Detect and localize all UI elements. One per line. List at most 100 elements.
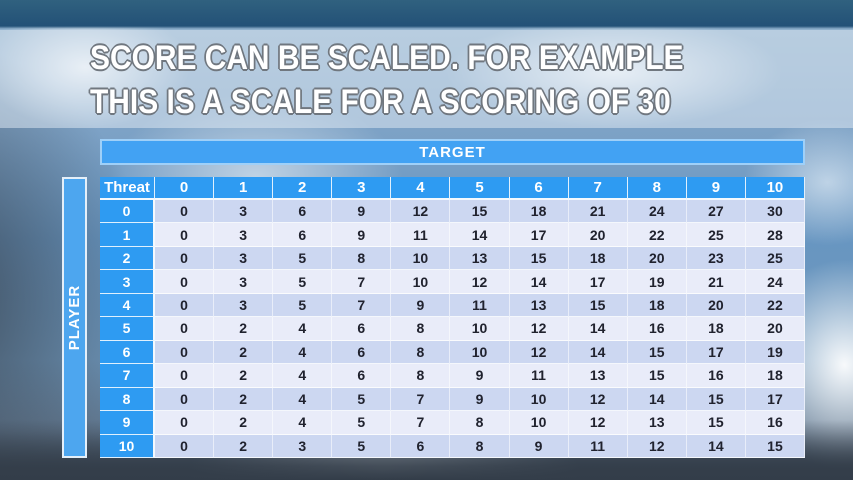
threat-row-header: 3 <box>100 270 155 294</box>
score-cell: 20 <box>568 223 628 247</box>
score-cell: 4 <box>273 317 333 341</box>
target-col-header: 3 <box>332 177 392 200</box>
player-header-bar: PLAYER <box>62 177 87 458</box>
threat-row-header: 10 <box>100 434 155 458</box>
score-cell: 21 <box>568 200 628 224</box>
score-cell: 8 <box>391 317 451 341</box>
score-cell: 15 <box>745 434 805 458</box>
score-cell: 19 <box>627 270 687 294</box>
score-cell: 8 <box>332 246 392 271</box>
target-col-header: 6 <box>509 177 569 200</box>
score-cell: 9 <box>450 364 510 388</box>
score-cell: 6 <box>273 223 333 247</box>
threat-row-header: 7 <box>100 364 155 388</box>
score-cell: 15 <box>627 340 687 365</box>
score-cell: 3 <box>273 434 333 458</box>
score-cell: 0 <box>155 317 215 341</box>
score-cell: 22 <box>627 223 687 247</box>
score-cell: 4 <box>273 387 333 412</box>
score-cell: 16 <box>745 411 805 435</box>
score-cell: 12 <box>509 340 569 365</box>
score-cell: 16 <box>627 317 687 341</box>
score-cell: 25 <box>745 246 805 271</box>
score-cell: 13 <box>568 364 628 388</box>
score-cell: 8 <box>391 340 451 365</box>
score-cell: 2 <box>214 317 274 341</box>
score-cell: 3 <box>214 270 274 294</box>
score-cell: 12 <box>568 387 628 412</box>
score-cell: 20 <box>745 317 805 341</box>
target-col-header: 4 <box>391 177 451 200</box>
target-col-header: 8 <box>627 177 687 200</box>
score-cell: 14 <box>568 317 628 341</box>
score-cell: 0 <box>155 411 215 435</box>
score-cell: 0 <box>155 200 215 224</box>
score-cell: 13 <box>627 411 687 435</box>
score-cell: 22 <box>745 293 805 318</box>
slide-title-line-2: THIS IS A SCALE FOR A SCORING OF 30 <box>89 82 671 122</box>
score-cell: 14 <box>686 434 746 458</box>
score-cell: 20 <box>686 293 746 318</box>
score-cell: 0 <box>155 293 215 318</box>
score-cell: 0 <box>155 246 215 271</box>
score-cell: 3 <box>214 223 274 247</box>
target-col-header: 2 <box>273 177 333 200</box>
score-cell: 12 <box>450 270 510 294</box>
score-cell: 18 <box>509 200 569 224</box>
player-label: PLAYER <box>66 284 83 351</box>
score-cell: 14 <box>627 387 687 412</box>
score-cell: 15 <box>568 293 628 318</box>
score-cell: 3 <box>214 293 274 318</box>
score-cell: 10 <box>509 387 569 412</box>
score-cell: 6 <box>332 340 392 365</box>
score-cell: 15 <box>686 411 746 435</box>
score-cell: 9 <box>450 387 510 412</box>
score-cell: 6 <box>332 317 392 341</box>
score-cell: 18 <box>627 293 687 318</box>
score-cell: 15 <box>450 200 510 224</box>
threat-header-cell: Threat <box>100 177 155 200</box>
score-cell: 5 <box>273 270 333 294</box>
score-cell: 24 <box>745 270 805 294</box>
score-cell: 6 <box>391 434 451 458</box>
score-cell: 5 <box>273 293 333 318</box>
score-cell: 14 <box>568 340 628 365</box>
score-cell: 2 <box>214 387 274 412</box>
score-cell: 18 <box>686 317 746 341</box>
score-cell: 10 <box>509 411 569 435</box>
target-col-header: 10 <box>745 177 805 200</box>
score-cell: 27 <box>686 200 746 224</box>
score-cell: 10 <box>391 270 451 294</box>
score-cell: 14 <box>509 270 569 294</box>
score-cell: 13 <box>509 293 569 318</box>
slide-title-line-1: SCORE CAN BE SCALED. FOR EXAMPLE <box>89 38 684 78</box>
score-cell: 17 <box>745 387 805 412</box>
score-cell: 3 <box>214 246 274 271</box>
score-cell: 12 <box>627 434 687 458</box>
score-cell: 8 <box>391 364 451 388</box>
score-cell: 7 <box>391 411 451 435</box>
title-band: SCORE CAN BE SCALED. FOR EXAMPLE THIS IS… <box>0 30 853 128</box>
score-cell: 5 <box>332 411 392 435</box>
threat-row-header: 1 <box>100 223 155 247</box>
score-cell: 7 <box>332 293 392 318</box>
score-cell: 8 <box>450 434 510 458</box>
score-cell: 15 <box>627 364 687 388</box>
score-cell: 21 <box>686 270 746 294</box>
target-col-header: 1 <box>214 177 274 200</box>
threat-row-header: 6 <box>100 340 155 365</box>
score-cell: 7 <box>332 270 392 294</box>
score-cell: 10 <box>450 340 510 365</box>
score-cell: 18 <box>568 246 628 271</box>
score-cell: 4 <box>273 340 333 365</box>
target-col-header: 0 <box>155 177 215 200</box>
score-cell: 9 <box>391 293 451 318</box>
score-cell: 5 <box>273 246 333 271</box>
score-cell: 7 <box>391 387 451 412</box>
score-cell: 10 <box>391 246 451 271</box>
score-cell: 15 <box>686 387 746 412</box>
score-cell: 2 <box>214 364 274 388</box>
score-cell: 0 <box>155 270 215 294</box>
target-header-bar: TARGET <box>100 139 805 165</box>
